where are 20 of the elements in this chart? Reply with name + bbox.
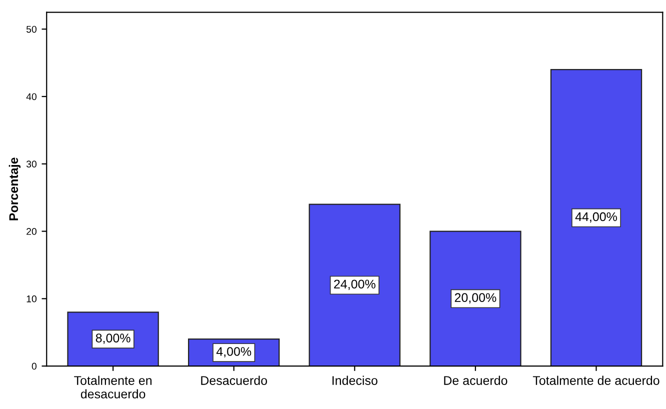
- y-tick-label: 40: [26, 93, 37, 100]
- data-label: 24,00%: [334, 280, 376, 290]
- bar: [308, 204, 400, 366]
- x-tick-label: Desacuerdo: [201, 376, 268, 385]
- x-tick-label: Indeciso: [332, 376, 378, 385]
- y-tick-label: 0: [32, 362, 37, 370]
- x-tick-label: Totalmente de acuerdo: [532, 376, 660, 385]
- x-tick-label: Totalmente en desacuerdo: [74, 376, 152, 398]
- data-label: 4,00%: [216, 347, 252, 358]
- y-axis-title: Porcentaje: [8, 158, 21, 220]
- bar: [550, 68, 642, 366]
- bar: [430, 230, 522, 366]
- y-tick-label: 30: [26, 160, 37, 168]
- data-label: 8,00%: [96, 334, 130, 344]
- data-label: 44,00%: [575, 212, 617, 223]
- data-label: 20,00%: [454, 293, 496, 304]
- y-tick-label: 10: [26, 295, 37, 302]
- x-tick-label: De acuerdo: [444, 376, 508, 385]
- y-tick-label: 20: [26, 228, 37, 235]
- y-tick-label: 50: [26, 26, 37, 33]
